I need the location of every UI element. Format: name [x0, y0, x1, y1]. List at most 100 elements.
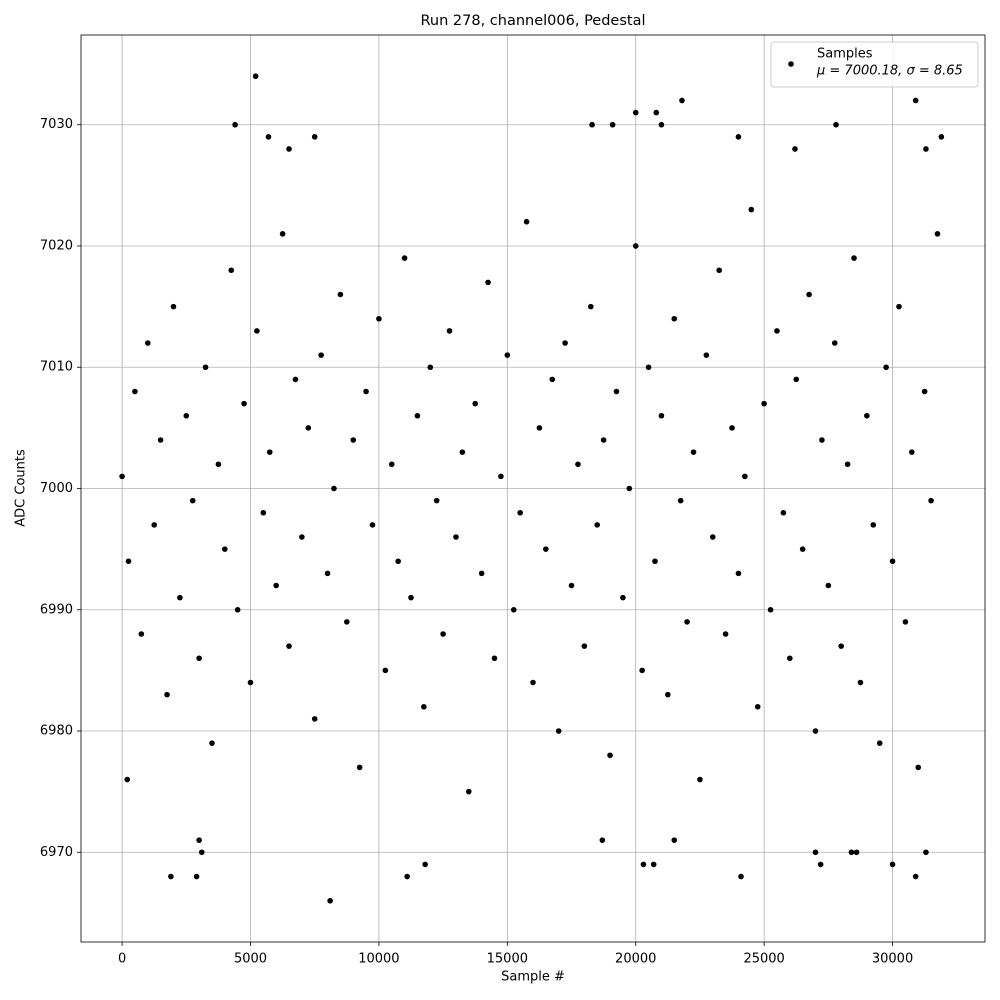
point	[311, 716, 318, 722]
point	[934, 231, 941, 237]
point	[774, 328, 780, 334]
point	[889, 558, 896, 565]
point	[568, 582, 575, 589]
point	[327, 897, 333, 904]
point	[650, 861, 657, 868]
point	[812, 849, 819, 856]
point	[639, 667, 645, 674]
point	[923, 146, 929, 152]
point	[806, 291, 812, 298]
point	[144, 340, 151, 346]
y-tick-label: 7000	[40, 481, 73, 496]
point	[848, 849, 855, 856]
point	[613, 388, 620, 395]
point	[382, 667, 389, 674]
point	[671, 837, 678, 843]
point	[485, 279, 491, 286]
point	[690, 449, 697, 455]
point	[787, 655, 793, 662]
point	[254, 328, 260, 334]
point	[292, 376, 299, 383]
point	[679, 97, 685, 104]
point	[222, 546, 228, 552]
point	[780, 509, 787, 516]
point	[738, 873, 744, 880]
point	[196, 655, 202, 662]
x-tick-label: 10000	[358, 952, 399, 967]
point	[599, 837, 606, 843]
point	[620, 594, 626, 601]
point	[440, 631, 446, 637]
point	[395, 558, 401, 565]
point	[923, 849, 929, 856]
point	[183, 412, 190, 419]
x-tick-label: 0	[118, 952, 126, 967]
point	[754, 703, 761, 710]
point	[252, 73, 259, 80]
point	[228, 267, 235, 274]
point	[716, 267, 722, 274]
point	[767, 606, 774, 613]
x-tick-label: 30000	[872, 952, 913, 967]
point	[709, 534, 716, 540]
point	[446, 328, 453, 334]
point	[273, 582, 279, 589]
point	[825, 582, 832, 589]
point	[697, 776, 703, 783]
point	[640, 861, 647, 868]
point	[677, 497, 684, 504]
point	[870, 522, 877, 528]
point	[817, 861, 824, 868]
point	[125, 558, 132, 565]
point	[793, 376, 800, 383]
point	[196, 837, 202, 843]
point	[536, 425, 543, 431]
point	[632, 109, 639, 116]
point	[549, 376, 556, 383]
point	[684, 619, 690, 625]
point	[555, 728, 562, 734]
point	[318, 352, 324, 358]
point	[510, 606, 517, 613]
point	[401, 255, 408, 261]
legend-box	[770, 41, 979, 88]
x-tick-label: 20000	[615, 952, 656, 967]
point	[889, 861, 896, 868]
point	[363, 388, 369, 395]
point	[286, 146, 292, 152]
point	[202, 364, 209, 371]
y-tick-label: 7020	[40, 238, 73, 253]
x-tick-label: 15000	[487, 952, 528, 967]
point	[170, 303, 177, 310]
point	[168, 873, 174, 880]
point	[658, 121, 665, 128]
point	[530, 679, 536, 686]
y-tick-label: 7010	[40, 360, 73, 375]
point	[344, 619, 350, 625]
point	[902, 619, 909, 625]
point	[324, 570, 331, 577]
point	[607, 752, 613, 759]
point	[234, 606, 241, 613]
point	[138, 631, 145, 637]
point	[748, 206, 755, 213]
point	[812, 728, 819, 734]
point	[189, 497, 196, 504]
point	[459, 449, 466, 455]
point	[921, 388, 928, 395]
point	[587, 303, 594, 310]
point	[247, 679, 254, 686]
point	[193, 873, 200, 880]
point	[209, 740, 215, 746]
point	[260, 509, 267, 516]
point	[124, 776, 131, 783]
point	[609, 121, 616, 128]
point	[453, 534, 459, 540]
point	[491, 655, 498, 662]
point	[857, 679, 864, 686]
point	[404, 873, 410, 880]
legend-marker	[788, 61, 794, 67]
point	[645, 364, 652, 371]
point	[305, 425, 312, 431]
